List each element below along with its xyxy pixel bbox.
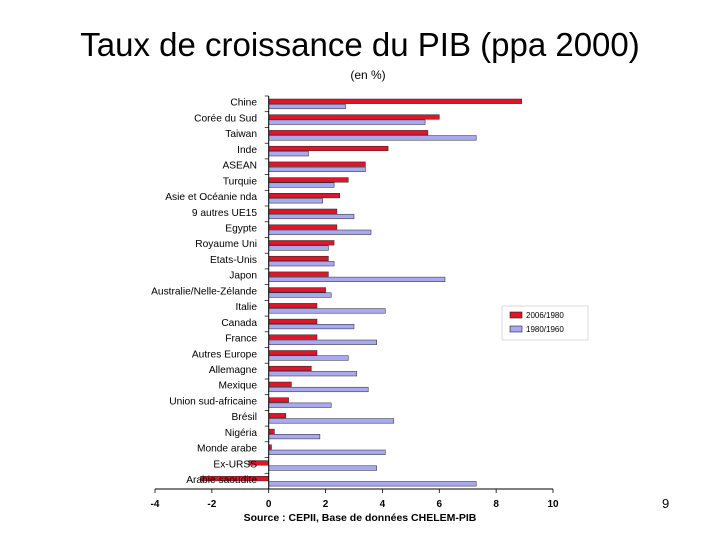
bar-autres-europe-2006-1980 (268, 350, 318, 356)
category-label-royaume-uni: Royaume Uni (195, 239, 257, 250)
category-label-inde: Inde (237, 145, 257, 156)
category-label-asie-et-oceanie-nda: Asie et Océanie nda (165, 192, 257, 203)
bar-australie-nelle-zelande-2006-1980 (268, 287, 326, 293)
bar-arabie-saoudite-1980-1960 (268, 481, 477, 487)
category-label-taiwan: Taiwan (225, 129, 257, 140)
bar-allemagne-2006-1980 (268, 365, 312, 372)
category-label-nigeria: Nigéria (225, 428, 258, 439)
category-label-allemagne: Allemagne (209, 365, 257, 376)
bar-france-2006-1980 (268, 334, 318, 340)
bar-nigeria-2006-1980 (268, 428, 275, 434)
category-label-italie: Italie (235, 302, 257, 313)
bar-monde-arabe-1980-1960 (268, 449, 386, 455)
bars (200, 98, 522, 487)
category-label-autres-europe: Autres Europe (192, 349, 257, 360)
bar-turquie-1980-1960 (268, 182, 335, 188)
legend-label-2006: 2006/1980 (526, 311, 564, 320)
bar-9-autres-ue15-2006-1980 (268, 208, 338, 214)
bar-france-1980-1960 (268, 339, 377, 345)
category-label-ex-urss: Ex-URSS (213, 459, 257, 470)
x-tick-label: 10 (547, 499, 559, 510)
bar-australie-nelle-zelande-1980-1960 (268, 292, 332, 298)
category-label-etats-unis: Etats-Unis (210, 255, 257, 266)
category-label-france: France (225, 334, 257, 345)
bar-asie-et-oceanie-nda-2006-1980 (268, 193, 341, 199)
bar-egypte-2006-1980 (268, 224, 338, 230)
bar-autres-europe-1980-1960 (268, 355, 349, 361)
bar-9-autres-ue15-1980-1960 (268, 213, 355, 220)
bar-asean-1980-1960 (268, 166, 366, 172)
y-axis: Chine Corée du Sud Taiwan Inde ASEAN Turquie A… (151, 95, 270, 489)
bar-bresil-1980-1960 (268, 418, 395, 424)
x-tick-label: -4 (151, 499, 160, 510)
category-label-monde-arabe: Monde arabe (197, 444, 257, 455)
slide-title: Taux de croissance du PIB (ppa 2000) (80, 26, 640, 63)
category-label-chine: Chine (230, 98, 257, 109)
bar-chine-2006-1980 (268, 98, 522, 104)
x-axis: -4 -2 0 2 4 6 8 10 (151, 488, 559, 510)
bar-union-sud-africaine-1980-1960 (268, 402, 332, 408)
legend-swatch-2006 (509, 311, 523, 319)
bar-bresil-2006-1980 (268, 413, 287, 419)
bar-mexique-1980-1960 (268, 386, 369, 393)
category-label-union-sud-africaine: Union sud-africaine (169, 396, 257, 407)
bar-canada-2006-1980 (268, 318, 318, 324)
bar-royaume-uni-1980-1960 (268, 245, 329, 251)
bar-etats-unis-2006-1980 (268, 255, 329, 262)
x-tick-label: 2 (323, 499, 329, 510)
category-label-japon: Japon (229, 271, 257, 282)
category-label-coree-du-sud: Corée du Sud (194, 114, 257, 125)
category-label-turquie: Turquie (223, 176, 257, 187)
source-note: Source : CEPII, Base de données CHELEM-P… (243, 512, 477, 524)
category-label-arabie-saoudite: Arabie saoudite (186, 475, 257, 486)
bar-canada-1980-1960 (268, 324, 355, 330)
bar-royaume-uni-2006-1980 (268, 240, 335, 246)
bar-taiwan-2006-1980 (268, 130, 429, 136)
legend-swatch-1980 (509, 325, 523, 333)
chart-unit-label: (en %) (350, 68, 386, 82)
legend-label-1980: 1980/1960 (526, 325, 564, 334)
page-number: 9 (662, 496, 670, 511)
category-label-mexique: Mexique (218, 381, 257, 392)
bar-allemagne-1980-1960 (268, 371, 358, 377)
bar-asean-2006-1980 (268, 161, 366, 167)
x-tick-label: 8 (493, 499, 499, 510)
bar-inde-1980-1960 (268, 151, 309, 157)
x-tick-label: 4 (380, 499, 386, 510)
category-label-9-autres-ue15: 9 autres UE15 (192, 208, 257, 219)
category-label-australie-nelle-zelande: Australie/Nelle-Zélande (151, 286, 257, 297)
bar-coree-du-sud-2006-1980 (268, 114, 440, 120)
legend: 2006/1980 1980/1960 (501, 305, 589, 341)
x-tick-label: 0 (266, 499, 272, 510)
bar-coree-du-sud-1980-1960 (268, 119, 426, 125)
bar-italie-2006-1980 (268, 303, 318, 309)
bar-taiwan-1980-1960 (268, 135, 477, 141)
bar-etats-unis-1980-1960 (268, 261, 335, 267)
bar-nigeria-1980-1960 (268, 434, 321, 440)
bar-chine-1980-1960 (268, 103, 346, 110)
bar-japon-2006-1980 (268, 271, 329, 277)
category-label-canada: Canada (221, 318, 257, 329)
bar-japon-1980-1960 (268, 276, 446, 282)
x-tick-label: 6 (437, 499, 443, 510)
category-label-egypte: Egypte (225, 224, 257, 235)
bar-inde-2006-1980 (268, 145, 389, 152)
bar-union-sud-africaine-2006-1980 (268, 397, 289, 403)
category-label-bresil: Brésil (232, 412, 257, 423)
bar-egypte-1980-1960 (268, 229, 372, 235)
bar-asie-et-oceanie-nda-1980-1960 (268, 198, 323, 204)
bar-ex-urss-1980-1960 (268, 465, 377, 471)
bar-mexique-2006-1980 (268, 381, 292, 387)
legend-box (501, 305, 589, 341)
bar-turquie-2006-1980 (268, 177, 349, 183)
x-tick-label: -2 (207, 499, 216, 510)
bar-italie-1980-1960 (268, 308, 386, 314)
category-label-asean: ASEAN (222, 161, 257, 172)
